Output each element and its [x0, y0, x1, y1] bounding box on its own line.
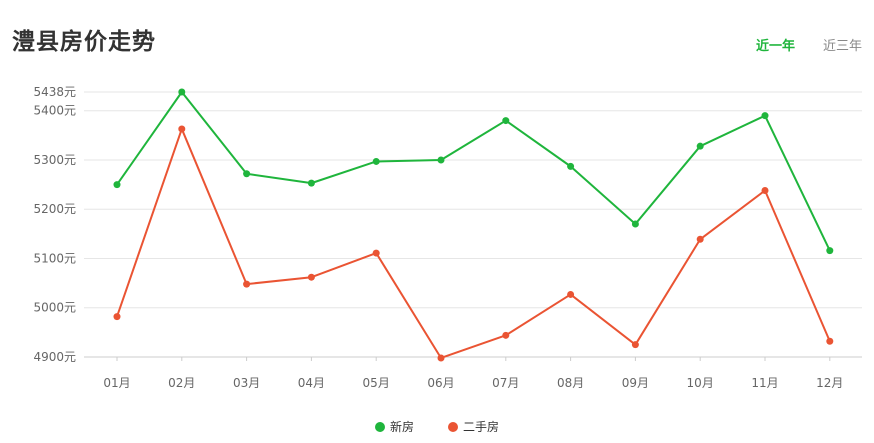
legend-label: 二手房: [463, 420, 500, 434]
y-tick-label: 4900元: [33, 350, 76, 364]
x-tick-label: 11月: [751, 376, 778, 390]
new-house-point: [178, 88, 186, 96]
legend-dot-icon: [448, 421, 458, 432]
new-house-point: [567, 162, 575, 170]
x-tick-label: 06月: [427, 376, 454, 390]
new-house-point: [631, 220, 639, 228]
second-hand-point: [372, 249, 380, 257]
legend-dot-icon: [374, 421, 385, 432]
second-hand-point: [307, 273, 315, 281]
second-hand-point: [567, 290, 575, 298]
second-hand-point: [761, 187, 769, 195]
x-tick-label: 09月: [622, 376, 649, 390]
new-house-point: [372, 157, 380, 165]
legend: 新房 二手房: [0, 418, 874, 435]
new-house-point: [502, 117, 510, 125]
new-house-point: [826, 247, 834, 255]
x-tick-label: 01月: [103, 376, 130, 390]
axes: 4900元 5000元 5100元 5200元 5300元 5400元 5438元 01月 02…: [33, 85, 862, 390]
tab-three-years[interactable]: 近三年: [822, 39, 862, 54]
x-tick-label: 05月: [363, 376, 390, 390]
new-house-line: [116, 91, 831, 252]
legend-item-new-house[interactable]: 新房: [374, 418, 414, 435]
y-tick-label: 5400元: [33, 104, 76, 118]
x-tick-label: 08月: [557, 376, 584, 390]
x-tick-label: 10月: [687, 376, 714, 390]
y-tick-label: 5200元: [33, 202, 76, 216]
second-hand-line: [116, 127, 831, 359]
y-tick-label: 5300元: [33, 153, 76, 167]
new-house-point: [761, 112, 769, 120]
new-house-point: [113, 181, 121, 189]
x-tick-label: 03月: [233, 376, 260, 390]
new-house-point: [307, 179, 315, 187]
second-hand-point: [826, 337, 834, 345]
y-tick-label: 5100元: [33, 251, 76, 265]
x-tick-label: 07月: [492, 376, 519, 390]
legend-label: 新房: [389, 420, 414, 434]
y-tick-label: 5438元: [33, 85, 76, 99]
x-tick-label: 02月: [168, 376, 195, 390]
second-hand-point: [502, 331, 510, 339]
gridlines: [84, 91, 862, 309]
x-tick-label: 12月: [816, 376, 843, 390]
new-house-point: [437, 156, 445, 164]
x-tick-label: 04月: [298, 376, 325, 390]
second-hand-point: [178, 125, 186, 133]
new-house-point: [696, 142, 704, 150]
range-tabs: 近一年 近三年: [756, 35, 862, 54]
y-tick-label: 5000元: [33, 301, 76, 315]
page-title: 澧县房价走势: [12, 29, 156, 55]
second-hand-point: [243, 280, 251, 288]
second-hand-point: [631, 341, 639, 349]
legend-item-second-hand[interactable]: 二手房: [448, 418, 499, 435]
second-hand-point: [696, 235, 704, 243]
second-hand-point: [113, 313, 121, 321]
tab-one-year[interactable]: 近一年: [755, 39, 795, 54]
new-house-point: [243, 170, 251, 178]
series-lines: [113, 88, 834, 362]
second-hand-point: [437, 354, 445, 362]
